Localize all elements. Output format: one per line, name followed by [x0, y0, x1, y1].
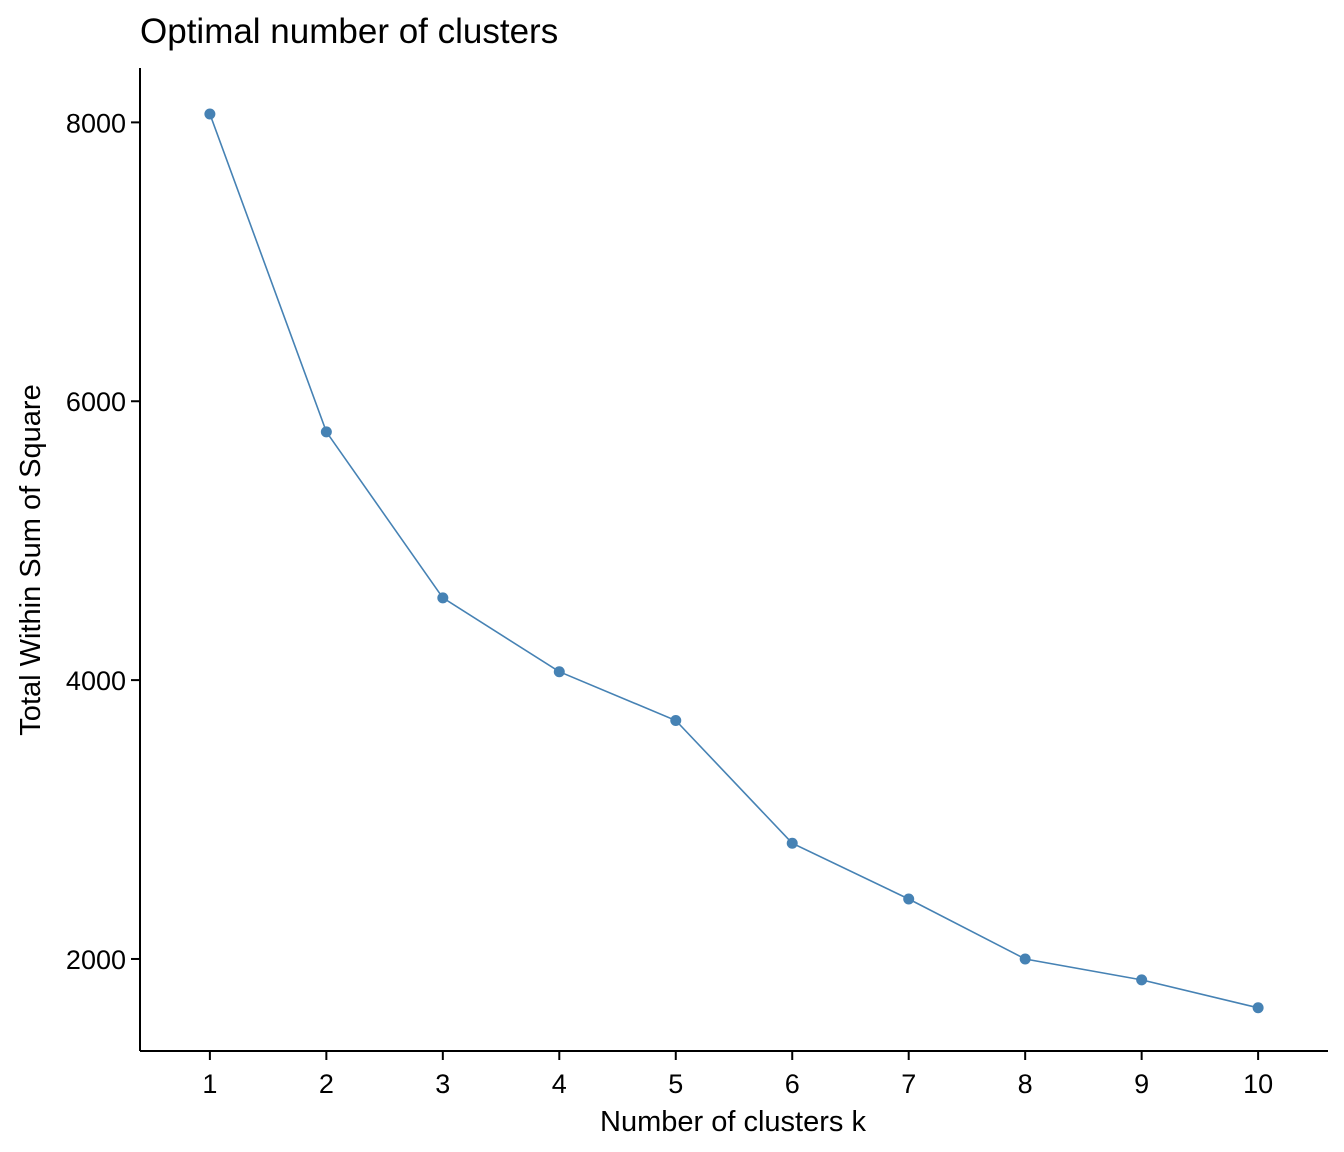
- x-tick-label: 5: [668, 1069, 683, 1099]
- x-tick-label: 9: [1134, 1069, 1149, 1099]
- x-tick-label: 1: [202, 1069, 217, 1099]
- data-point: [670, 715, 682, 727]
- x-tick-label: 3: [435, 1069, 450, 1099]
- y-axis: 2000 4000 6000 8000: [66, 68, 141, 1051]
- data-point: [553, 666, 565, 678]
- data-point: [1252, 1002, 1264, 1014]
- data-point: [903, 893, 915, 905]
- y-tick-label: 6000: [66, 387, 126, 417]
- y-tick-label: 2000: [66, 945, 126, 975]
- data-point: [437, 592, 449, 604]
- y-tick-label: 4000: [66, 666, 126, 696]
- x-tick-label: 10: [1243, 1069, 1273, 1099]
- y-axis-label: Total Within Sum of Square: [15, 384, 47, 735]
- x-axis-label: Number of clusters k: [600, 1106, 866, 1138]
- x-axis: 1 2 3 4 5 6 7 8 9 10: [140, 1050, 1328, 1099]
- data-point: [1019, 953, 1031, 965]
- data-point: [204, 108, 216, 120]
- x-tick-label: 2: [319, 1069, 334, 1099]
- chart-title: Optimal number of clusters: [140, 12, 558, 51]
- x-tick-label: 8: [1018, 1069, 1033, 1099]
- data-point: [786, 837, 798, 849]
- x-tick-label: 7: [901, 1069, 916, 1099]
- y-tick-label: 8000: [66, 108, 126, 138]
- data-point: [1136, 974, 1148, 986]
- x-tick-label: 6: [785, 1069, 800, 1099]
- data-point: [320, 426, 332, 438]
- x-tick-label: 4: [552, 1069, 567, 1099]
- series-line: [209, 113, 1259, 1009]
- series-group: [204, 108, 1264, 1014]
